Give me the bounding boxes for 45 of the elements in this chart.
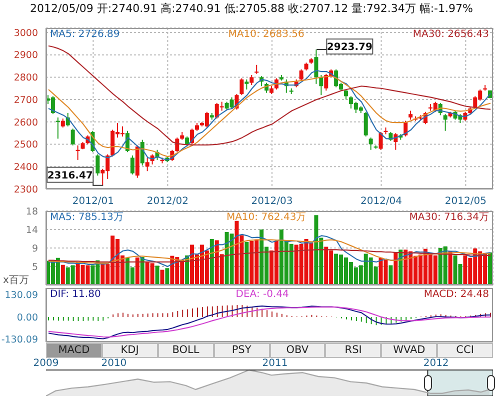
y-tick-label: 3000 — [14, 28, 38, 39]
y-tick-label: 2500 — [14, 140, 38, 151]
tab-button: WVAD — [381, 343, 438, 358]
tab-button: OBV — [270, 343, 326, 358]
tab-button: CCI — [437, 343, 493, 358]
y-tick-label: 130.09 — [4, 290, 38, 302]
x-tick-label: 2012 — [423, 358, 449, 369]
y-tick-label: 14 — [26, 224, 38, 236]
text: MA10: 2683.56 — [228, 29, 304, 40]
series-label: MA10: 762.43万 — [226, 212, 306, 223]
tab-button: PSY — [214, 343, 270, 358]
text: MA5: 785.13万 — [50, 212, 124, 223]
tab-button: RSI — [325, 343, 382, 358]
x-tick-label: 2010 — [101, 358, 127, 369]
text: MA30: 716.34万 — [409, 212, 489, 223]
y-axis-title: x百万 — [3, 275, 29, 286]
x-tick-label: 2009 — [33, 358, 59, 369]
x-tick-label: 2011 — [262, 358, 288, 369]
x-tick-label: 2012/04 — [360, 196, 402, 208]
tab-button: KDJ — [102, 343, 158, 358]
x-tick-label: 2012/05 — [444, 196, 486, 208]
series-label: DEA: -0.44 — [236, 289, 289, 300]
y-tick-label: 2300 — [14, 184, 38, 196]
y-tick-label: 5 — [32, 262, 38, 273]
y-tick-label: 9 — [32, 243, 38, 254]
text: DIF: 11.80 — [50, 289, 101, 300]
y-tick-label: -130.09 — [1, 334, 38, 346]
tab-button: MACD — [46, 343, 102, 358]
y-tick-label: 18 — [26, 206, 38, 218]
x-tick-label: 2012/03 — [251, 196, 293, 208]
y-tick-label: 2800 — [14, 72, 38, 84]
annotation: 2923.79 — [326, 42, 372, 54]
x-tick-label: 2012/02 — [146, 196, 188, 208]
chart-title: 2012/05/09 开:2740.91 高:2740.91 低:2705.88 收:2707.12 量:792.34万 幅:-1.97% — [30, 2, 473, 15]
series-label: MACD: 24.48 — [424, 289, 489, 300]
text: MA30: 2656.43 — [412, 29, 489, 40]
y-tick-label: 2900 — [14, 50, 38, 62]
tab-button: BOLL — [158, 343, 214, 358]
x-tick-label: 2012/01 — [72, 196, 114, 208]
text: MA5: 2726.89 — [50, 29, 120, 40]
y-tick-label: 2700 — [14, 94, 38, 106]
annotation: 2316.47 — [47, 170, 93, 182]
y-tick-label: 2400 — [14, 162, 38, 174]
y-tick-label: 2600 — [14, 117, 38, 128]
y-tick-label: 0.00 — [16, 312, 38, 324]
